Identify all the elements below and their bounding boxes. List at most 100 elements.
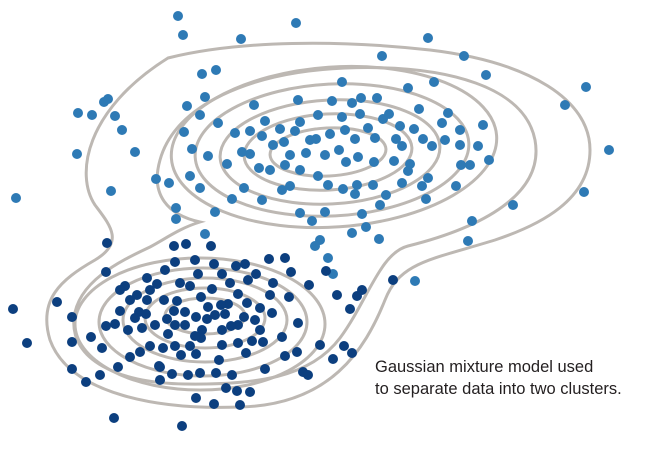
- data-point-lower: [158, 343, 168, 353]
- data-point-upper: [357, 209, 367, 219]
- data-point-lower: [250, 315, 260, 325]
- data-point-upper: [363, 123, 373, 133]
- data-point-lower: [130, 313, 140, 323]
- data-point-upper: [195, 183, 205, 193]
- data-point-upper: [320, 150, 330, 160]
- data-point-lower: [170, 341, 180, 351]
- data-point-upper: [117, 125, 127, 135]
- data-point-lower: [97, 343, 107, 353]
- data-point-lower: [233, 338, 243, 348]
- data-point-lower: [332, 290, 342, 300]
- data-point-upper: [353, 152, 363, 162]
- contour-lower-3: [121, 276, 289, 364]
- data-point-upper: [130, 147, 140, 157]
- data-point-lower: [235, 400, 245, 410]
- data-point-upper: [103, 94, 113, 104]
- data-point-upper: [213, 118, 223, 128]
- data-point-lower: [183, 370, 193, 380]
- data-point-upper: [257, 195, 267, 205]
- data-point-lower: [102, 238, 112, 248]
- data-point-upper: [245, 126, 255, 136]
- data-point-upper: [560, 100, 570, 110]
- data-point-lower: [137, 323, 147, 333]
- data-point-upper: [338, 184, 348, 194]
- data-point-lower: [280, 253, 290, 263]
- data-point-lower: [321, 266, 331, 276]
- data-point-lower: [81, 377, 91, 387]
- data-point-upper: [340, 125, 350, 135]
- data-point-upper: [323, 253, 333, 263]
- data-point-upper: [423, 33, 433, 43]
- data-point-upper: [295, 208, 305, 218]
- data-point-upper: [211, 65, 221, 75]
- data-point-upper: [311, 134, 321, 144]
- data-point-lower: [163, 329, 173, 339]
- data-point-upper: [451, 181, 461, 191]
- data-point-lower: [211, 368, 221, 378]
- data-point-upper: [323, 180, 333, 190]
- data-point-lower: [113, 362, 123, 372]
- data-point-upper: [473, 141, 483, 151]
- data-point-upper: [437, 118, 447, 128]
- data-point-upper: [290, 126, 300, 136]
- data-point-upper: [409, 124, 419, 134]
- data-point-upper: [337, 77, 347, 87]
- data-point-upper: [440, 135, 450, 145]
- data-point-lower: [132, 290, 142, 300]
- data-point-lower: [210, 310, 220, 320]
- data-point-lower: [303, 370, 313, 380]
- data-point-upper: [459, 51, 469, 61]
- data-point-upper: [391, 134, 401, 144]
- data-point-upper: [236, 34, 246, 44]
- data-point-lower: [180, 307, 190, 317]
- data-point-lower: [191, 349, 201, 359]
- data-point-upper: [334, 145, 344, 155]
- data-point-upper: [313, 171, 323, 181]
- cluster-upper: [11, 11, 614, 286]
- data-point-lower: [247, 336, 257, 346]
- data-point-lower: [152, 279, 162, 289]
- data-point-lower: [220, 309, 230, 319]
- data-point-upper: [377, 51, 387, 61]
- data-point-lower: [339, 341, 349, 351]
- data-point-upper: [463, 236, 473, 246]
- data-point-lower: [258, 337, 268, 347]
- data-point-upper: [254, 163, 264, 173]
- data-point-lower: [86, 332, 96, 342]
- data-point-lower: [22, 338, 32, 348]
- data-point-lower: [195, 368, 205, 378]
- data-point-upper: [275, 124, 285, 134]
- contour-outer-2: [45, 41, 592, 409]
- data-point-upper: [164, 178, 174, 188]
- data-point-upper: [352, 180, 362, 190]
- data-point-upper: [337, 112, 347, 122]
- data-point-upper: [245, 149, 255, 159]
- data-point-upper: [325, 129, 335, 139]
- data-point-lower: [260, 364, 270, 374]
- data-point-upper: [72, 149, 82, 159]
- data-point-lower: [159, 295, 169, 305]
- data-point-upper: [579, 187, 589, 197]
- caption: Gaussian mixture model used to separate …: [375, 356, 647, 400]
- data-point-lower: [185, 281, 195, 291]
- data-point-lower: [162, 314, 172, 324]
- data-point-upper: [280, 160, 290, 170]
- data-point-upper: [285, 150, 295, 160]
- data-point-lower: [169, 306, 179, 316]
- data-point-upper: [227, 194, 237, 204]
- data-point-upper: [370, 133, 380, 143]
- data-point-lower: [170, 320, 180, 330]
- data-point-lower: [175, 278, 185, 288]
- data-point-upper: [110, 111, 120, 121]
- data-point-upper: [307, 216, 317, 226]
- data-point-upper: [291, 18, 301, 28]
- data-point-lower: [251, 269, 261, 279]
- data-point-upper: [374, 234, 384, 244]
- data-point-lower: [150, 320, 160, 330]
- data-point-lower: [232, 386, 242, 396]
- data-point-upper: [467, 216, 477, 226]
- data-point-lower: [109, 413, 119, 423]
- contour-upper-1: [268, 126, 388, 178]
- data-point-upper: [455, 125, 465, 135]
- data-point-upper: [210, 207, 220, 217]
